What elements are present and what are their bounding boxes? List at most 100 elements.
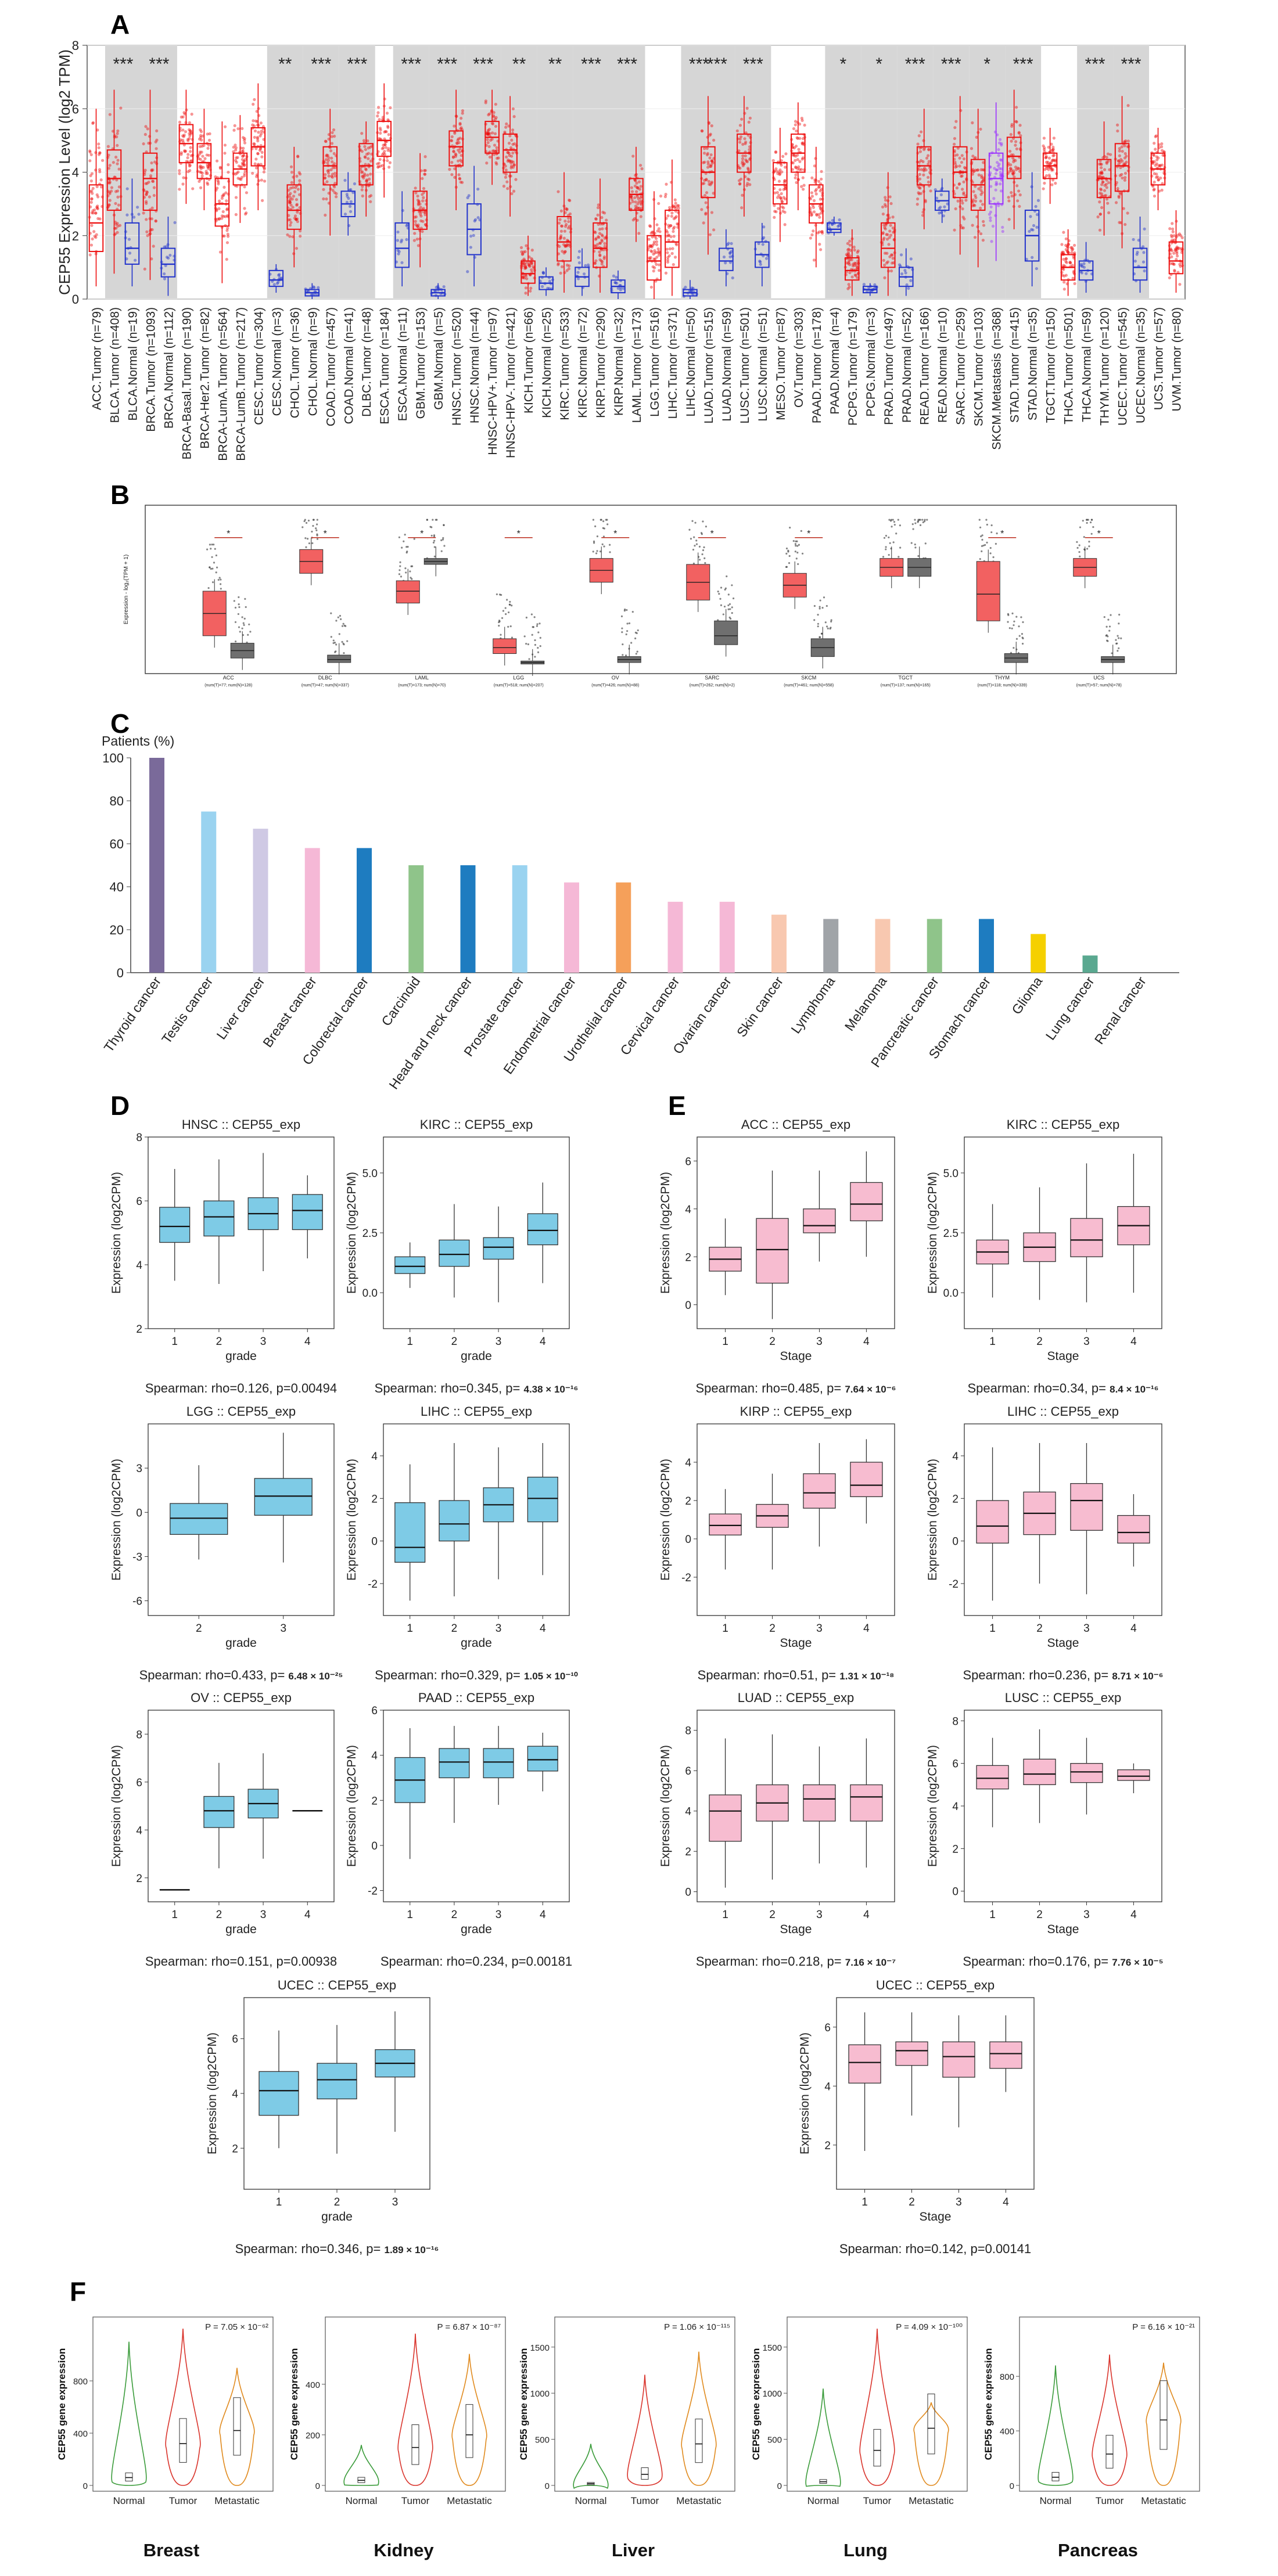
data-point (559, 234, 563, 238)
significance-mark: ** (278, 55, 292, 74)
outlier-point (505, 613, 507, 616)
outlier-point (596, 535, 599, 538)
data-point (459, 154, 463, 157)
outlier-point (914, 544, 916, 546)
box (254, 1478, 313, 1516)
data-point (225, 257, 228, 261)
significance-star: * (324, 529, 327, 539)
box (1070, 1218, 1103, 1257)
outlier-point (1086, 519, 1088, 521)
data-point (317, 286, 320, 289)
data-point (795, 181, 798, 184)
data-point (848, 254, 852, 258)
data-point (207, 153, 211, 157)
data-point (603, 211, 606, 215)
data-point (633, 217, 637, 221)
data-point (89, 153, 93, 156)
outlier-point (817, 625, 819, 628)
box (358, 143, 374, 186)
data-point (423, 169, 426, 172)
data-point (324, 173, 327, 177)
data-point (226, 232, 229, 236)
data-point (206, 165, 209, 168)
data-point (422, 196, 425, 199)
data-point (152, 186, 156, 189)
data-point (598, 228, 602, 231)
box (557, 215, 572, 262)
data-point (206, 167, 210, 170)
data-point (655, 262, 658, 266)
group-counts: (num(T)=137; num(N)=165) (881, 683, 931, 688)
data-point (670, 214, 673, 218)
data-point (673, 198, 677, 202)
data-point (1118, 149, 1121, 153)
outlier-point (1076, 541, 1078, 543)
y-tick-label: 6 (232, 2034, 238, 2046)
data-point (818, 243, 821, 246)
data-point (905, 283, 909, 287)
group-name: LGG (513, 675, 524, 681)
data-point (413, 232, 417, 235)
data-point (361, 175, 364, 178)
outlier-point (602, 520, 605, 523)
data-point (846, 253, 849, 257)
data-point (154, 219, 157, 222)
data-point (116, 129, 120, 133)
box (203, 1796, 235, 1828)
data-point (846, 242, 849, 245)
outlier-point (1078, 544, 1080, 546)
data-point (577, 261, 581, 265)
data-point (690, 286, 694, 290)
data-point (330, 156, 333, 160)
outlier-point (785, 547, 788, 550)
outlier-point (630, 642, 633, 644)
data-point (240, 161, 244, 165)
data-point (165, 256, 169, 259)
data-point (903, 268, 907, 272)
y-tick-label: 0 (136, 1507, 142, 1519)
data-point (938, 211, 941, 215)
outlier-point (534, 656, 536, 658)
outlier-point (536, 623, 539, 625)
spearman-text: Spearman: rho=0.485, p= (695, 1381, 845, 1395)
outlier-point (914, 546, 917, 549)
x-tick-label: KIRP.Tumor (n=290) (594, 307, 608, 418)
x-axis-title: Stage (1047, 1350, 1079, 1363)
data-point (485, 161, 489, 165)
box (976, 561, 1000, 621)
data-point (512, 163, 516, 167)
outlier-point (635, 653, 637, 655)
data-point (469, 235, 473, 238)
data-point (1172, 234, 1176, 238)
x-tick-label: COAD.Tumor (n=457) (324, 307, 338, 426)
box (976, 1500, 1009, 1544)
data-point (666, 251, 669, 254)
data-point (748, 183, 752, 186)
data-point (1176, 233, 1180, 237)
data-point (557, 262, 560, 265)
data-point (979, 189, 983, 192)
data-point (288, 201, 292, 204)
spearman-text: Spearman: rho=0.234, p=0.00181 (380, 1954, 572, 1969)
data-point (773, 210, 777, 213)
data-point (593, 261, 597, 265)
data-point (188, 121, 191, 124)
data-point (856, 266, 859, 270)
data-point (741, 193, 744, 197)
data-point (731, 276, 734, 280)
data-point (1100, 163, 1103, 166)
data-point (889, 233, 893, 237)
x-axis-title: Stage (780, 1636, 812, 1650)
data-point (1135, 253, 1139, 256)
data-point (295, 203, 299, 206)
data-point (992, 197, 996, 200)
x-tick-label: Metastatic (214, 2495, 260, 2506)
bar (357, 848, 372, 973)
data-point (188, 164, 191, 168)
data-point (800, 142, 805, 146)
data-point (415, 238, 419, 241)
data-point (745, 160, 749, 164)
